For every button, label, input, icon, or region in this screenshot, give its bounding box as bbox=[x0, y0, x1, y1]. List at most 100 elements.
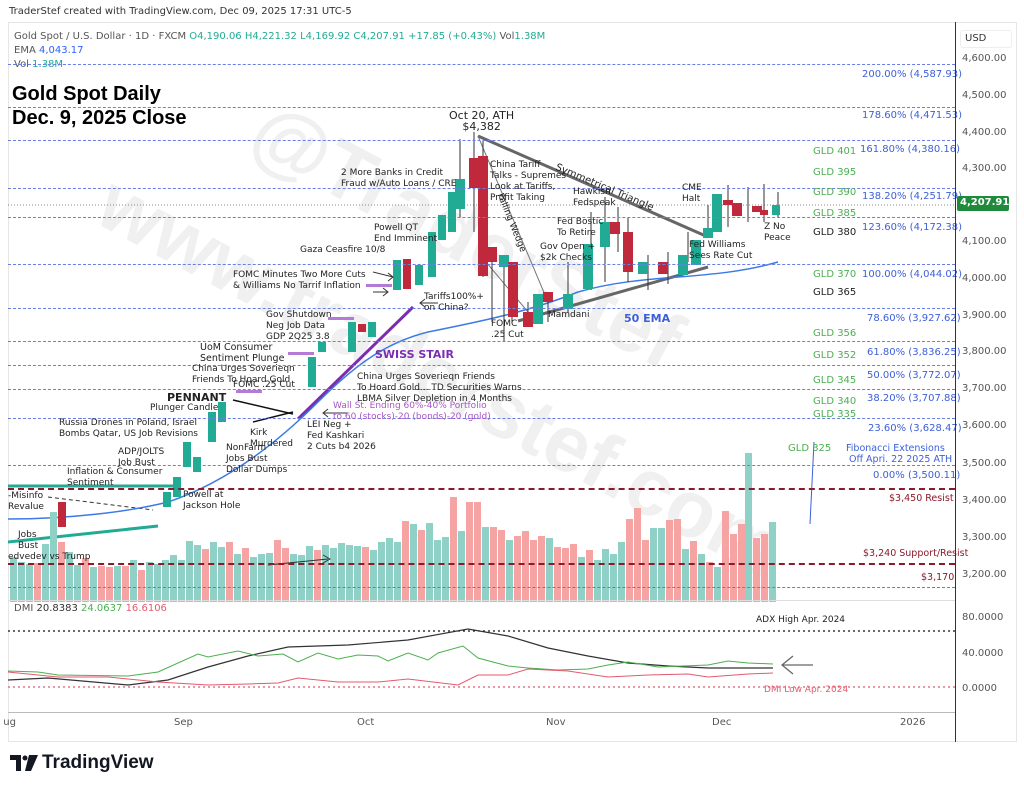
fib-label: 161.80% (4,380.16) bbox=[860, 144, 961, 155]
ohlc-low: L4,169.92 bbox=[300, 31, 351, 42]
resist-line-3170 bbox=[8, 587, 955, 588]
fib-line-61 bbox=[8, 341, 955, 342]
fib-line-200 bbox=[8, 64, 955, 65]
fib-line-50 bbox=[8, 365, 955, 366]
dmi-label[interactable]: DMI bbox=[14, 603, 34, 614]
price-change: +17.85 (+0.43%) bbox=[408, 31, 497, 42]
uom-label: UoM Consumer Sentiment Plunge bbox=[200, 342, 285, 364]
candles bbox=[58, 132, 780, 527]
fib-label: 100.00% (4,044.02) bbox=[862, 269, 963, 280]
fomc-cut-label: FOMC .25 Cut bbox=[491, 319, 524, 340]
fib-extension-note: Fibonacci Extensions Off Apri. 22 2025 A… bbox=[846, 443, 953, 465]
dmi-tick: 40.0000 bbox=[962, 648, 1004, 659]
cme-halt-label: CME Halt bbox=[682, 183, 702, 204]
price-tick: 3,700.00 bbox=[962, 383, 1007, 394]
resist-line-3240 bbox=[8, 563, 955, 565]
russia-label: Russia Drones in Poland, Israel Bombs Qat… bbox=[59, 418, 198, 439]
fib-line-23 bbox=[8, 418, 955, 419]
resist-label: $3,170 bbox=[921, 572, 955, 583]
mamdani-label: Mamdani bbox=[548, 310, 590, 320]
gld-label: GLD 365 bbox=[813, 287, 857, 298]
ath-label: Oct 20, ATH $4,382 bbox=[449, 109, 515, 133]
title-line-1: Gold Spot Daily bbox=[12, 83, 161, 105]
fib-label: 178.60% (4,471.53) bbox=[862, 110, 963, 121]
dmi-axis[interactable] bbox=[955, 602, 1017, 742]
price-tick: 3,900.00 bbox=[962, 310, 1007, 321]
fib-label: 138.20% (4,251.79) bbox=[862, 191, 963, 202]
dmi-low-label: DMI Low Apr. 2024 bbox=[764, 685, 849, 695]
fib-line-138 bbox=[8, 188, 955, 189]
time-label: Dec bbox=[712, 717, 732, 728]
pennant-label: PENNANT bbox=[167, 391, 227, 404]
swiss-stair-label: SWISS STAIR bbox=[375, 348, 454, 361]
gov-shutdown-label: Gov Shutdown Neg Job Data GDP 2Q25 3.8 bbox=[266, 310, 332, 342]
gld-label: GLD 345 bbox=[813, 375, 857, 386]
volume-bars bbox=[10, 453, 776, 602]
ema-label[interactable]: EMA bbox=[14, 45, 36, 56]
plunger-label: Plunger Candle bbox=[150, 403, 219, 413]
price-tick: 4,500.00 bbox=[962, 90, 1007, 101]
fib-line-161 bbox=[8, 140, 955, 141]
fomc-25-label: FOMC .25 Cut bbox=[233, 380, 295, 390]
price-axis[interactable] bbox=[955, 22, 1017, 602]
dmi-tick: 80.0000 bbox=[962, 612, 1004, 623]
price-tick: 4,300.00 bbox=[962, 163, 1007, 174]
inflation-label: Inflation & Consumer Sentiment bbox=[67, 467, 163, 488]
ohlc-high: H4,221.32 bbox=[244, 31, 297, 42]
misinfo-label: -Misinfo Revalue bbox=[8, 491, 44, 512]
gld-label: GLD 380 bbox=[813, 227, 857, 238]
price-tick: 4,000.00 bbox=[962, 273, 1007, 284]
dmi-chart[interactable] bbox=[8, 620, 955, 710]
adx-high-label: ADX High Apr. 2024 bbox=[756, 615, 846, 625]
tradingview-logo[interactable]: TradingView bbox=[10, 752, 154, 774]
symbol-name[interactable]: Gold Spot / U.S. Dollar · 1D · FXCM bbox=[14, 31, 187, 42]
chart-frame bbox=[8, 22, 1017, 742]
volume-value: 1.38M bbox=[514, 31, 546, 42]
fib-label: 23.60% (3,628.47) bbox=[868, 423, 962, 434]
gld-label: GLD 385 bbox=[813, 208, 857, 219]
currency-button[interactable]: USD bbox=[960, 30, 1012, 48]
kirk-label: Kirk Murdered bbox=[250, 428, 294, 449]
time-label: Oct bbox=[357, 717, 375, 728]
fib-line-123 bbox=[8, 217, 955, 218]
time-label: Sep bbox=[174, 717, 193, 728]
nonfarm-label: NonFarm Jobs Bust Dollar Dumps bbox=[226, 443, 288, 475]
price-tick: 4,400.00 bbox=[962, 127, 1007, 138]
time-axis[interactable] bbox=[8, 712, 955, 742]
minus-di-value: 16.6106 bbox=[125, 603, 167, 614]
fed-bostic-label: Fed Bostic To Retire bbox=[557, 217, 604, 238]
ema50-label: 50 EMA bbox=[624, 312, 671, 325]
time-label: Aug bbox=[4, 717, 16, 728]
price-chart[interactable] bbox=[8, 22, 955, 602]
pane-divider[interactable] bbox=[8, 600, 955, 601]
powell-jh-label: Powell at Jackson Hole bbox=[183, 490, 241, 511]
resist-label: $3,450 Resist bbox=[889, 493, 954, 504]
price-tick: 3,500.00 bbox=[962, 458, 1007, 469]
price-tick: 4,600.00 bbox=[962, 53, 1007, 64]
price-tick: 3,200.00 bbox=[962, 569, 1007, 580]
fed-williams-label: Fed Williams Sees Rate Cut bbox=[689, 240, 753, 261]
fib-label: 61.80% (3,836.25) bbox=[867, 347, 961, 358]
fib-line-0 bbox=[8, 465, 955, 466]
china-urges-2-label: China Urges Soverieqn Friends To Hoard Go… bbox=[357, 372, 522, 404]
price-tick: 4,100.00 bbox=[962, 236, 1007, 247]
brand-name: TradingView bbox=[42, 752, 154, 773]
gaza-label: Gaza Ceasfire 10/8 bbox=[300, 245, 386, 255]
time-label: 2026 bbox=[900, 717, 926, 728]
chart-title: Gold Spot Daily Dec. 9, 2025 Close bbox=[12, 82, 187, 130]
adp-label: ADP/JOLTS Job Bust bbox=[118, 447, 165, 468]
resist-label: $3,240 Support/Resist bbox=[863, 548, 969, 559]
fib-label: 0.00% (3,500.11) bbox=[873, 470, 961, 481]
fib-line-78 bbox=[8, 308, 955, 309]
china-tariff-label: China Tariff Talks - Supremes Look at Tari… bbox=[490, 160, 567, 203]
powell-qt-label: Powell QT End Imminent bbox=[374, 223, 438, 244]
z-no-peace-label: Z No Peace bbox=[764, 222, 791, 243]
dmi-legend: DMI 20.8383 24.0637 16.6106 bbox=[14, 603, 167, 614]
symbol-legend: Gold Spot / U.S. Dollar · 1D · FXCM O4,1… bbox=[14, 30, 545, 72]
gld-label: GLD 390 bbox=[813, 187, 857, 198]
plus-di-value: 24.0637 bbox=[81, 603, 123, 614]
jobs-bust-label: Jobs Bust bbox=[18, 530, 39, 551]
chart-credit: TraderStef created with TradingView.com,… bbox=[9, 6, 352, 17]
gld-label: GLD 325 bbox=[788, 443, 832, 454]
price-tick: 3,300.00 bbox=[962, 532, 1007, 543]
